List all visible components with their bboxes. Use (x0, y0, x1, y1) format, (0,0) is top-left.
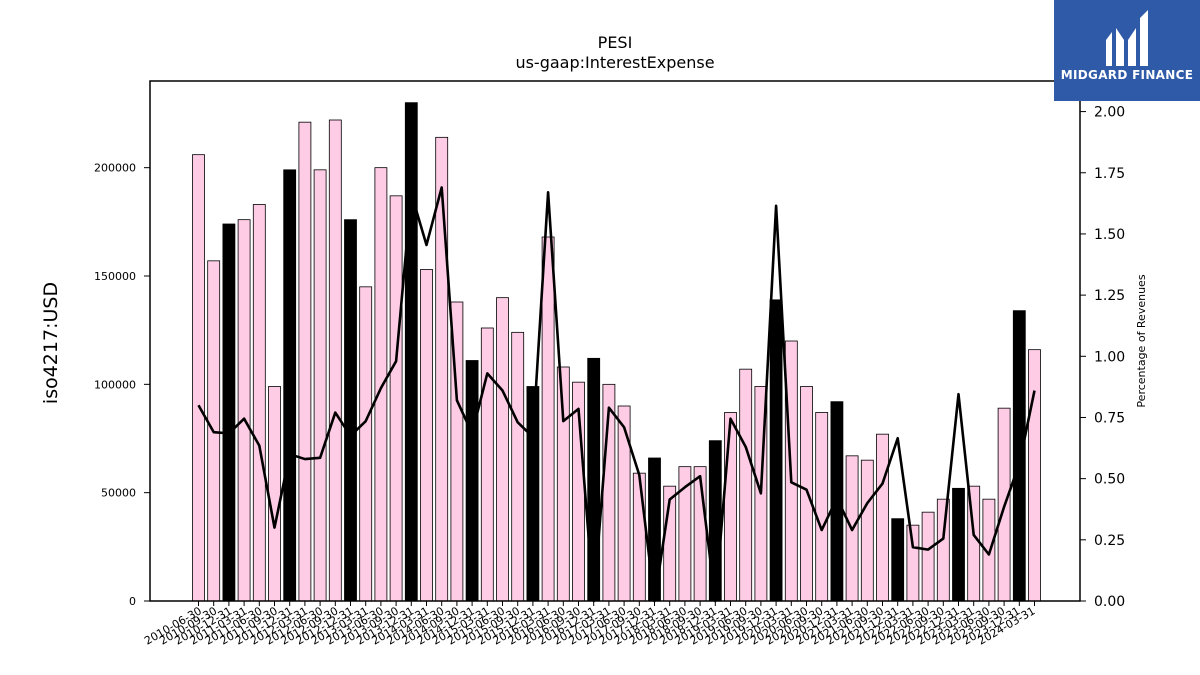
bar (359, 286, 373, 602)
plot-frame (149, 80, 1081, 602)
chart-title: PESI (598, 33, 633, 52)
bar (192, 154, 205, 602)
y2-tick-label: 2.00 (1094, 105, 1125, 121)
y2-tick-label: 1.00 (1094, 349, 1125, 365)
y-tick-label: 200000 (94, 162, 136, 175)
bar (952, 487, 965, 602)
bar (769, 299, 783, 602)
y-tick-label: 150000 (94, 270, 136, 283)
bar (830, 401, 844, 602)
y2-tick-label: 0.75 (1094, 410, 1125, 426)
logo: MIDGARD FINANCE (1054, 0, 1200, 101)
bar (222, 223, 236, 602)
y-ticks-group: 0 50000 100000 150000 200000 (94, 162, 150, 608)
bar (739, 368, 753, 602)
bar (374, 167, 388, 602)
y2-tick-label: 0.00 (1094, 594, 1125, 610)
bar (860, 459, 874, 602)
bar (237, 219, 251, 602)
y-tick-label: 100000 (94, 378, 136, 391)
bar (906, 524, 920, 602)
line-group (197, 186, 1036, 603)
bars-group (192, 102, 1041, 602)
y2-tick-label: 0.50 (1094, 472, 1125, 488)
bar (587, 357, 601, 602)
bar (268, 386, 281, 602)
chart-subtitle: us-gaap:InterestExpense (515, 53, 714, 72)
bar (344, 219, 357, 602)
y2-tick-label: 1.75 (1094, 166, 1125, 182)
y2-tick-label: 1.50 (1094, 227, 1125, 243)
y2-ticks-group: 0.00 0.25 0.50 0.75 1.00 1.25 1.50 1.75 2.00 (1080, 105, 1125, 610)
bar (921, 511, 935, 602)
bar (283, 169, 297, 602)
bar (298, 121, 312, 602)
bar (815, 412, 829, 602)
bar (632, 472, 646, 602)
y-axis-label: iso4217:USD (40, 282, 62, 404)
x-ticks-group: 2010-06-302010-09-302010-12-312011-03-31… (142, 601, 1038, 648)
bar (480, 327, 494, 602)
y2-tick-label: 1.25 (1094, 288, 1125, 304)
bar (420, 269, 433, 602)
bar (389, 195, 403, 602)
bar (252, 204, 266, 602)
bar (1028, 349, 1041, 602)
bar (876, 433, 889, 602)
bar (511, 331, 525, 602)
bar (496, 297, 509, 602)
axes-group (149, 80, 1081, 602)
bar (1012, 310, 1026, 602)
bar (724, 412, 737, 602)
y-tick-label: 50000 (101, 487, 136, 500)
bar (800, 386, 813, 602)
bar (313, 169, 327, 602)
bar (617, 405, 631, 602)
y-tick-label: 0 (129, 595, 136, 608)
bar (541, 236, 555, 602)
bar (891, 518, 905, 602)
bar (465, 360, 479, 602)
bar (936, 498, 950, 602)
midgard-m-icon (1106, 10, 1148, 66)
series-line-percentage (197, 186, 1036, 603)
logo-text: MIDGARD FINANCE (1060, 68, 1194, 82)
bar (404, 102, 418, 602)
y2-tick-label: 0.25 (1094, 533, 1125, 549)
y2-axis-label: Percentage of Revenues (1135, 274, 1148, 407)
bar (328, 119, 342, 602)
